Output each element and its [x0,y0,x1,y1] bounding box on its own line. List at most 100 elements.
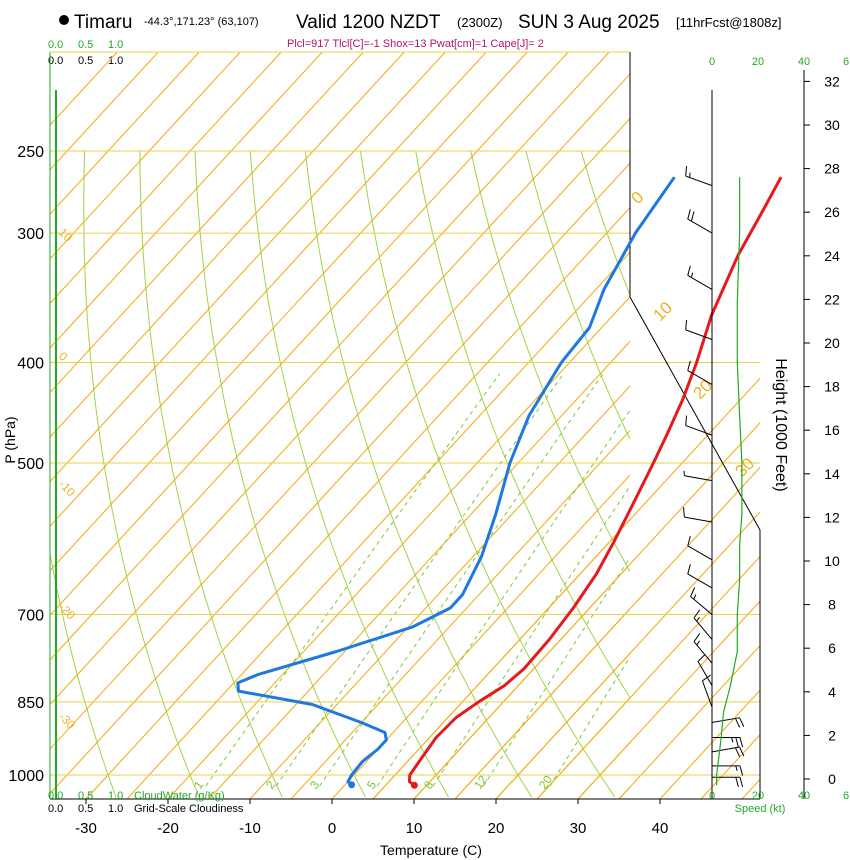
mixing-ratio-12 [483,556,630,787]
wind-barb-flag-15-0 [739,717,745,727]
isotherm-ext-10 [413,422,760,799]
wind-speed-top-0: 0 [709,56,715,68]
x-tick-label-4: 10 [406,820,423,837]
isotherm--75 [50,52,405,438]
isotherm-ext-15 [454,466,760,799]
wind-barb-staff-13 [697,661,713,686]
wind-barb-flag-18-1 [735,765,738,771]
top-scale-a-2: 1.0 [108,39,123,51]
x-tick-label-0: -30 [75,820,97,837]
height-label-4: 4 [828,684,836,700]
wind-barb-flag-13-0 [697,653,706,662]
isotherm--85 [50,52,323,349]
wind-barb-staff-2 [687,274,713,290]
x-tick-label-5: 20 [488,820,505,837]
wind-barb-staff-1 [687,218,713,234]
wind-speed-top-6: 6 [843,56,849,68]
wind-barb-8 [687,536,713,561]
wind-barb-flag-10-0 [690,587,696,597]
wind-barb-staff-0 [685,175,713,187]
isotherm--10 [249,385,630,799]
isotherm--35 [50,162,630,795]
wind-barb-flag-7-0 [683,507,685,518]
isotherm-ext-20 [495,511,760,799]
isotherm-30 [577,741,630,799]
pressure-label-500: 500 [17,456,44,473]
main-grid [50,52,630,799]
wind-barb-flag-3-0 [685,319,688,330]
wind-barb-flag-18-0 [739,765,744,776]
mixing-ratio-8 [432,485,630,787]
bottom-scale-a-0: 0.0 [48,790,63,802]
height-label-30: 30 [824,117,840,133]
sounding-profiles [236,176,783,789]
mixing-ratio-5 [376,409,630,787]
wind-barb-flag-9-0 [687,564,691,575]
wind-barb-flag-11-1 [696,616,700,622]
isotherm--65 [50,52,487,527]
top-scale-b-2: 1.0 [108,55,123,67]
station-location: -44.3°,171.23° (63,107) [144,16,259,28]
height-label-24: 24 [824,248,840,264]
isotherm-ext-25 [536,555,760,799]
utc-time: (2300Z) [457,15,503,30]
wind-barb-staff-15 [711,717,740,724]
wind-barb-flag-4-0 [687,360,691,371]
height-label-8: 8 [828,597,836,613]
height-label-6: 6 [828,640,836,656]
top-scales: 0.0 0.5 1.0 0.0 0.5 1.0 [48,39,123,67]
station-name: Timaru [74,12,132,33]
bottom-scale-b-0: 0.0 [48,803,63,815]
top-scale-b-1: 0.5 [78,55,93,67]
mixing-ratio-label-2: 2 [263,778,278,792]
mixing-ratio-1 [205,373,501,787]
isotherm-ext-35 [618,644,760,799]
wind-barb-18 [712,765,744,776]
bottom-scale-a-1: 0.5 [78,790,93,802]
dry-adiabat-20 [304,150,533,798]
pressure-label-700: 700 [17,607,44,624]
height-label-26: 26 [824,204,840,220]
forecast-date: SUN 3 Aug 2025 [518,12,660,33]
height-label-32: 32 [824,73,840,89]
wind-barb-staff-17 [711,746,740,753]
dry-adiabat-60 [525,150,630,440]
wind-barb-staff-3 [685,329,713,340]
isotherm--30 [85,206,630,799]
wind-barb-flag-16-1 [735,737,739,748]
isotherm--90 [50,52,282,305]
wind-barb-staff-7 [684,516,713,523]
bottom-scale-a-2: 1.0 [108,790,123,802]
isotherm-ext-30 [577,600,760,799]
isotherm--70 [50,52,446,483]
dry-adiabat-50 [470,150,630,573]
wind-barb-2 [687,265,713,290]
wind-barb-flag-10-1 [693,594,697,600]
isotherm--45 [50,73,630,706]
wind-barb-6 [683,470,713,482]
isotherm--100 [50,52,200,216]
wind-barb-17 [711,746,745,758]
wind-barb-16 [712,736,744,748]
wind-barb-flag-16-2 [731,737,734,743]
isotherm-25 [536,697,630,799]
wind-barb-flag-15-1 [734,718,741,728]
axes: -30 -20 -10 0 10 20 30 402503004005007008501000… [8,70,840,837]
dry-adiabat-40 [415,150,630,699]
isotherm--5 [290,429,630,799]
wind-speed-bottom-20: 20 [752,790,764,802]
right-border-diagonal [629,296,761,799]
isotherm--25 [126,251,630,799]
isotherm-ext-40 [659,689,760,799]
isotherm--55 [50,52,569,617]
height-label-14: 14 [824,466,840,482]
wind-barb-flag-12-0 [693,633,701,642]
dry-adiabat--10 [139,150,283,798]
mixing-ratio-label-3: 3 [307,778,322,792]
wind-barb-flag-12-1 [696,640,700,646]
height-axis-title: Height (1000 Feet) [772,358,789,491]
isotherm--15 [208,340,630,799]
temperature-surface-point [410,781,418,789]
